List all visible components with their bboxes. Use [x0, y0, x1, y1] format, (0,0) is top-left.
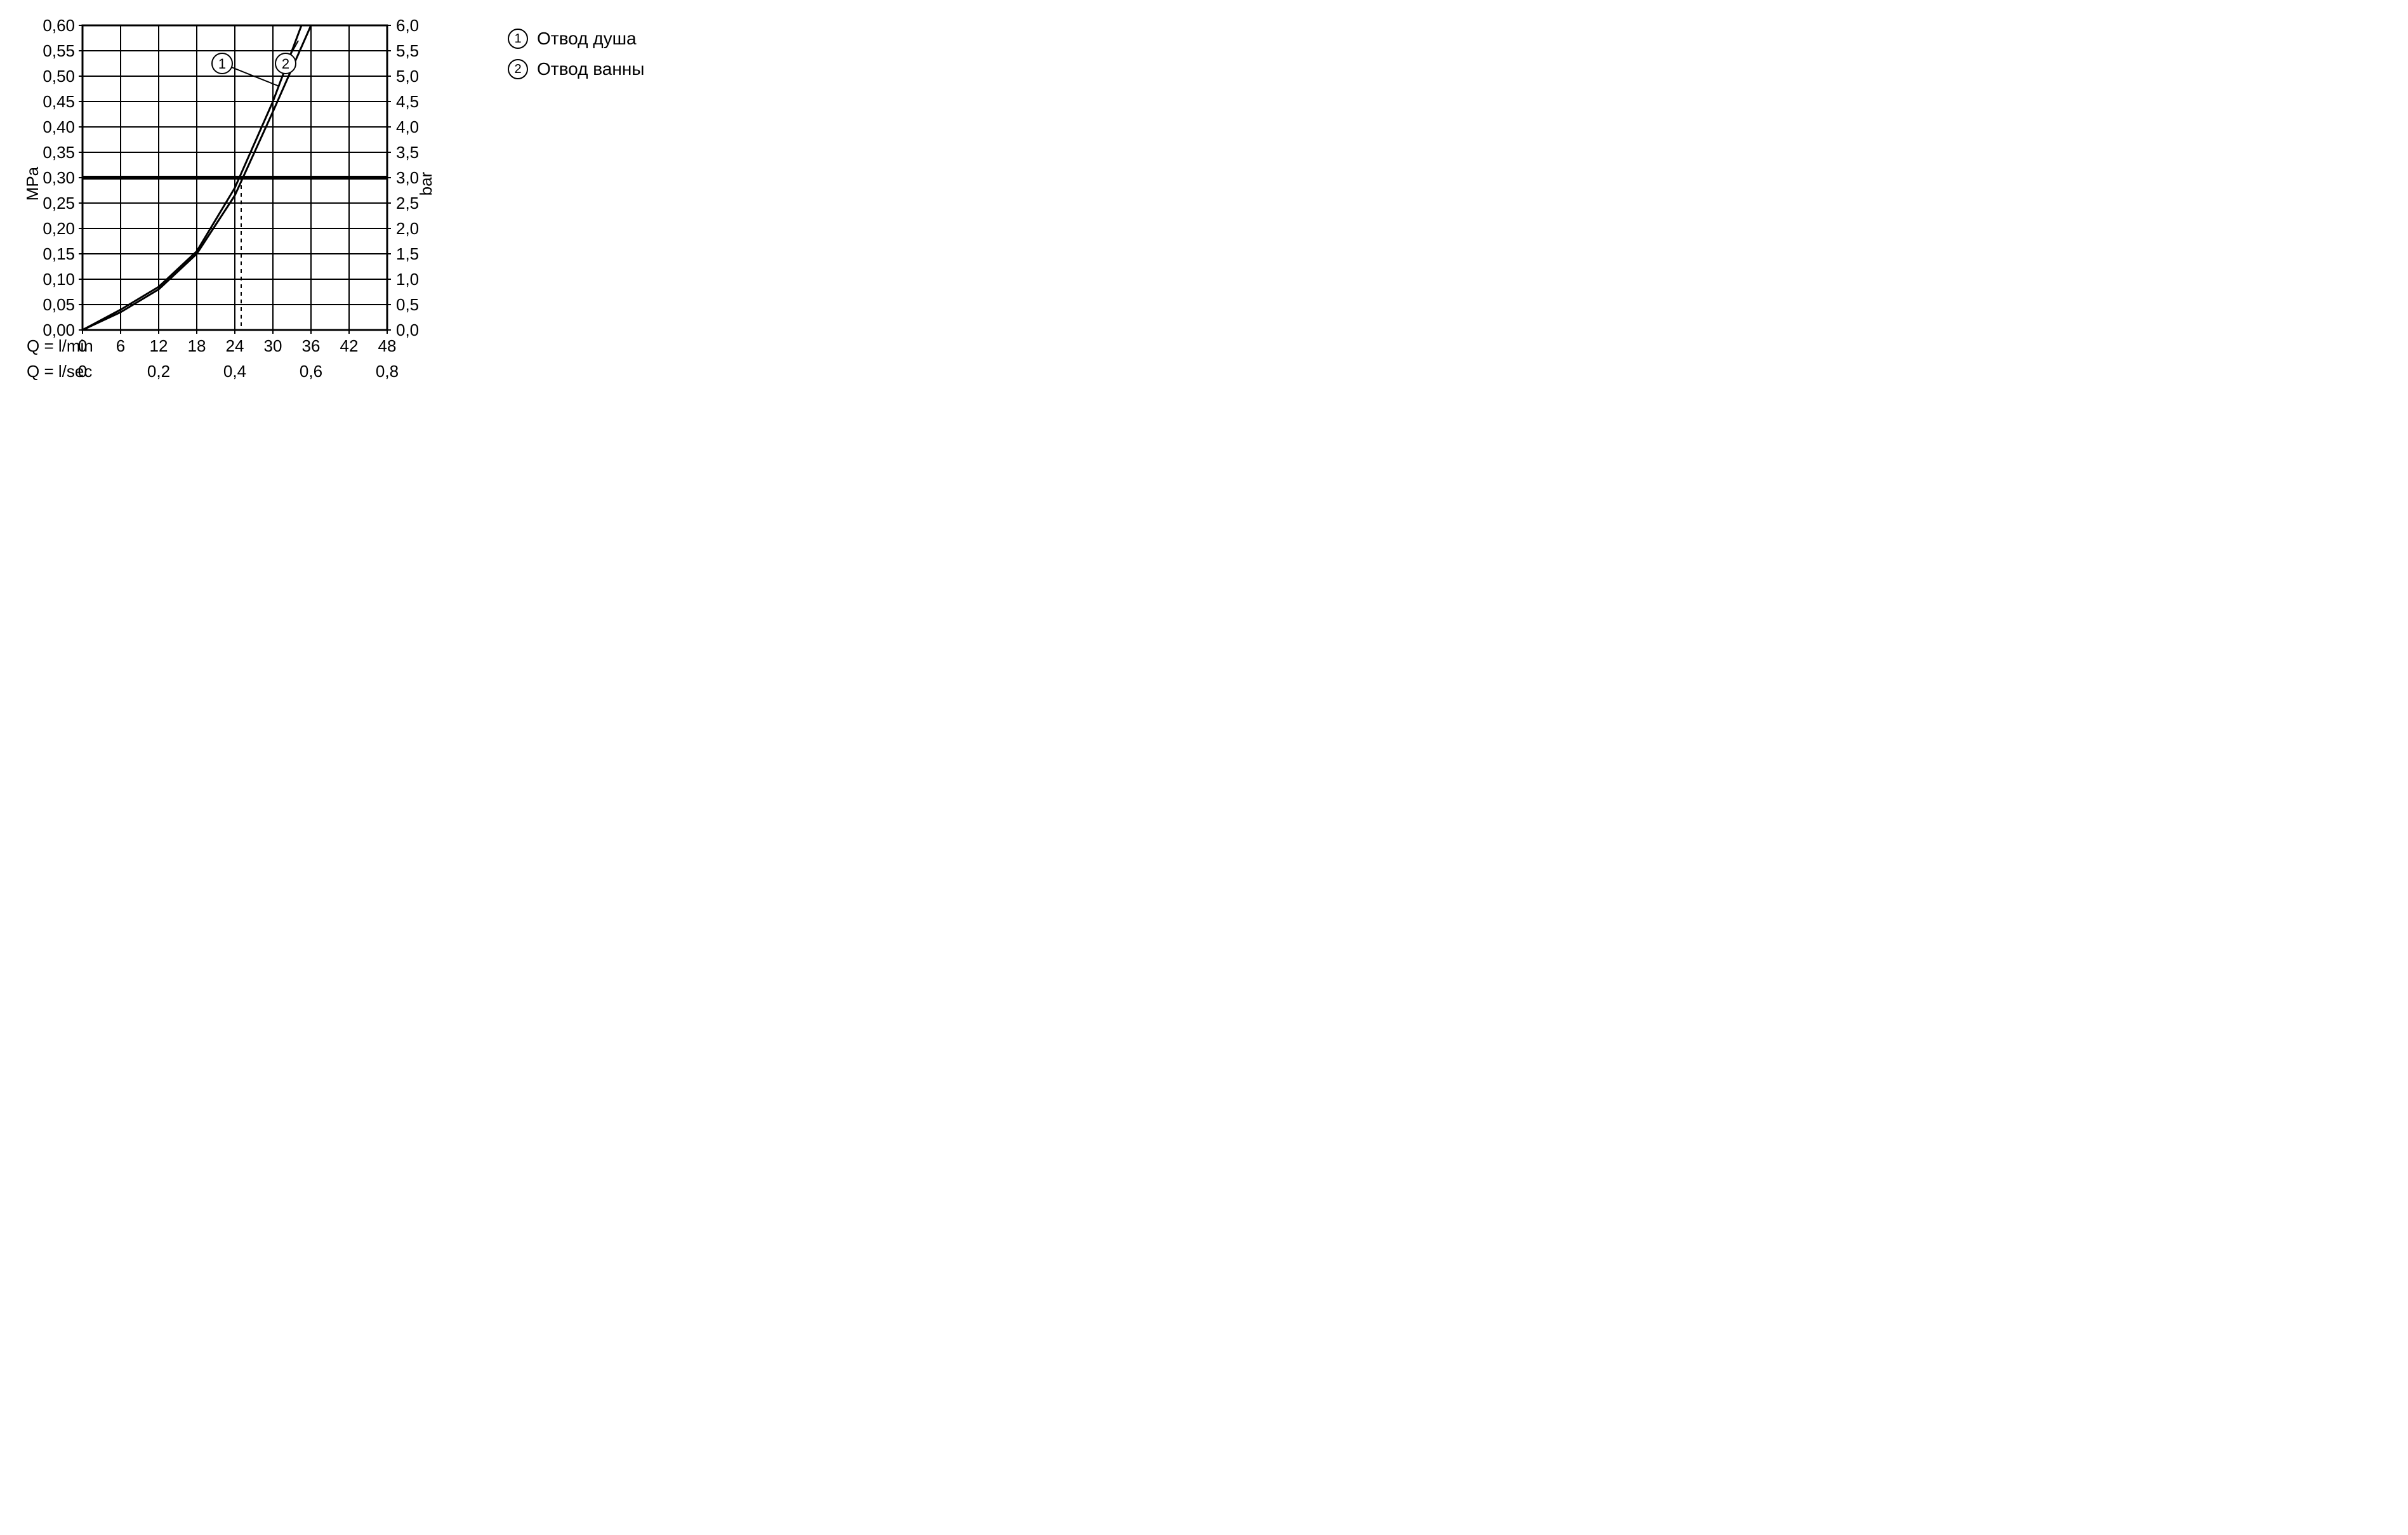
svg-text:42: 42 — [340, 336, 359, 355]
svg-text:0,60: 0,60 — [43, 19, 75, 35]
page: 0,000,050,100,150,200,250,300,350,400,45… — [0, 0, 1204, 768]
svg-text:6: 6 — [116, 336, 125, 355]
svg-text:6,0: 6,0 — [396, 19, 419, 35]
svg-text:0,40: 0,40 — [43, 117, 75, 136]
svg-text:2: 2 — [282, 56, 289, 72]
svg-text:3,0: 3,0 — [396, 168, 419, 187]
svg-text:0,5: 0,5 — [396, 295, 419, 314]
svg-text:0,35: 0,35 — [43, 143, 75, 162]
svg-text:0,15: 0,15 — [43, 244, 75, 263]
svg-text:48: 48 — [378, 336, 397, 355]
svg-text:2,0: 2,0 — [396, 219, 419, 238]
chart-svg: 0,000,050,100,150,200,250,300,350,400,45… — [25, 19, 470, 412]
svg-text:MPa: MPa — [25, 166, 42, 201]
svg-text:5,5: 5,5 — [396, 41, 419, 60]
svg-text:0,50: 0,50 — [43, 67, 75, 86]
svg-text:0,05: 0,05 — [43, 295, 75, 314]
svg-text:1,0: 1,0 — [396, 270, 419, 289]
svg-text:0,10: 0,10 — [43, 270, 75, 289]
svg-text:4,5: 4,5 — [396, 92, 419, 111]
legend-item: 2 Отвод ванны — [508, 56, 644, 82]
svg-text:5,0: 5,0 — [396, 67, 419, 86]
svg-text:1,5: 1,5 — [396, 244, 419, 263]
svg-text:Q = l/sec: Q = l/sec — [27, 362, 92, 381]
legend-label: Отвод ванны — [537, 56, 644, 82]
svg-text:0,20: 0,20 — [43, 219, 75, 238]
flow-pressure-chart: 0,000,050,100,150,200,250,300,350,400,45… — [25, 19, 470, 416]
svg-text:0,8: 0,8 — [376, 362, 399, 381]
svg-text:Q = l/min: Q = l/min — [27, 336, 93, 355]
svg-text:36: 36 — [302, 336, 321, 355]
legend: 1 Отвод душа 2 Отвод ванны — [508, 25, 644, 86]
svg-text:2,5: 2,5 — [396, 194, 419, 213]
svg-text:24: 24 — [226, 336, 244, 355]
svg-text:0,6: 0,6 — [300, 362, 322, 381]
svg-text:0,55: 0,55 — [43, 41, 75, 60]
svg-text:18: 18 — [188, 336, 206, 355]
legend-number-icon: 2 — [508, 59, 528, 79]
svg-text:0,25: 0,25 — [43, 194, 75, 213]
svg-text:0,45: 0,45 — [43, 92, 75, 111]
svg-text:0,4: 0,4 — [223, 362, 246, 381]
legend-label: Отвод душа — [537, 25, 637, 52]
svg-text:0,30: 0,30 — [43, 168, 75, 187]
svg-text:12: 12 — [150, 336, 168, 355]
legend-number-icon: 1 — [508, 29, 528, 49]
svg-text:0,2: 0,2 — [147, 362, 170, 381]
svg-text:bar: bar — [416, 171, 435, 195]
svg-text:3,5: 3,5 — [396, 143, 419, 162]
svg-text:0,0: 0,0 — [396, 320, 419, 339]
svg-text:30: 30 — [264, 336, 282, 355]
svg-text:4,0: 4,0 — [396, 117, 419, 136]
legend-item: 1 Отвод душа — [508, 25, 644, 52]
svg-text:1: 1 — [218, 56, 226, 72]
